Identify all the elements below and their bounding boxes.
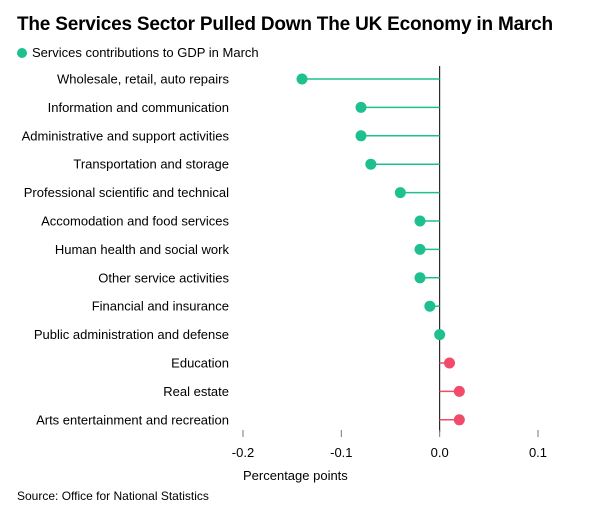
lollipop-dot bbox=[355, 130, 367, 142]
category-label: Education bbox=[171, 356, 229, 371]
lollipop-dot bbox=[414, 215, 426, 227]
category-label: Public administration and defense bbox=[34, 327, 229, 342]
chart-title: The Services Sector Pulled Down The UK E… bbox=[17, 14, 553, 35]
lollipop-dot bbox=[365, 158, 377, 170]
category-label: Financial and insurance bbox=[92, 299, 229, 314]
category-label: Other service activities bbox=[98, 270, 229, 285]
category-label: Wholesale, retail, auto repairs bbox=[57, 72, 229, 87]
legend-label: Services contributions to GDP in March bbox=[32, 45, 259, 60]
x-tick-label: -0.2 bbox=[232, 445, 254, 460]
category-label: Human health and social work bbox=[55, 242, 230, 257]
lollipop-dot bbox=[453, 385, 465, 397]
lollipop-dot bbox=[434, 329, 446, 341]
lollipop-dot bbox=[394, 187, 406, 199]
lollipop-dot bbox=[444, 357, 455, 369]
lollipop-dot bbox=[296, 73, 308, 85]
lollipop-dot bbox=[414, 243, 426, 255]
category-label: Accomodation and food services bbox=[41, 214, 229, 229]
category-label: Information and communication bbox=[48, 100, 229, 115]
x-tick-label: 0.1 bbox=[529, 445, 547, 460]
category-label: Arts entertainment and recreation bbox=[36, 412, 229, 427]
source-note: Source: Office for National Statistics bbox=[17, 489, 209, 503]
legend-dot-icon bbox=[17, 47, 27, 58]
category-label: Administrative and support activities bbox=[22, 128, 230, 143]
lollipop-dot bbox=[424, 300, 436, 312]
category-label: Transportation and storage bbox=[73, 157, 229, 172]
x-tick-label: -0.1 bbox=[330, 445, 352, 460]
legend: Services contributions to GDP in March bbox=[17, 45, 259, 60]
x-axis-title: Percentage points bbox=[243, 468, 348, 483]
lollipop-dot bbox=[414, 272, 426, 284]
category-label: Real estate bbox=[163, 384, 229, 399]
lollipop-dot bbox=[453, 414, 465, 426]
category-label: Professional scientific and technical bbox=[24, 185, 229, 200]
x-tick-label: 0.0 bbox=[431, 445, 449, 460]
lollipop-dot bbox=[355, 101, 367, 113]
